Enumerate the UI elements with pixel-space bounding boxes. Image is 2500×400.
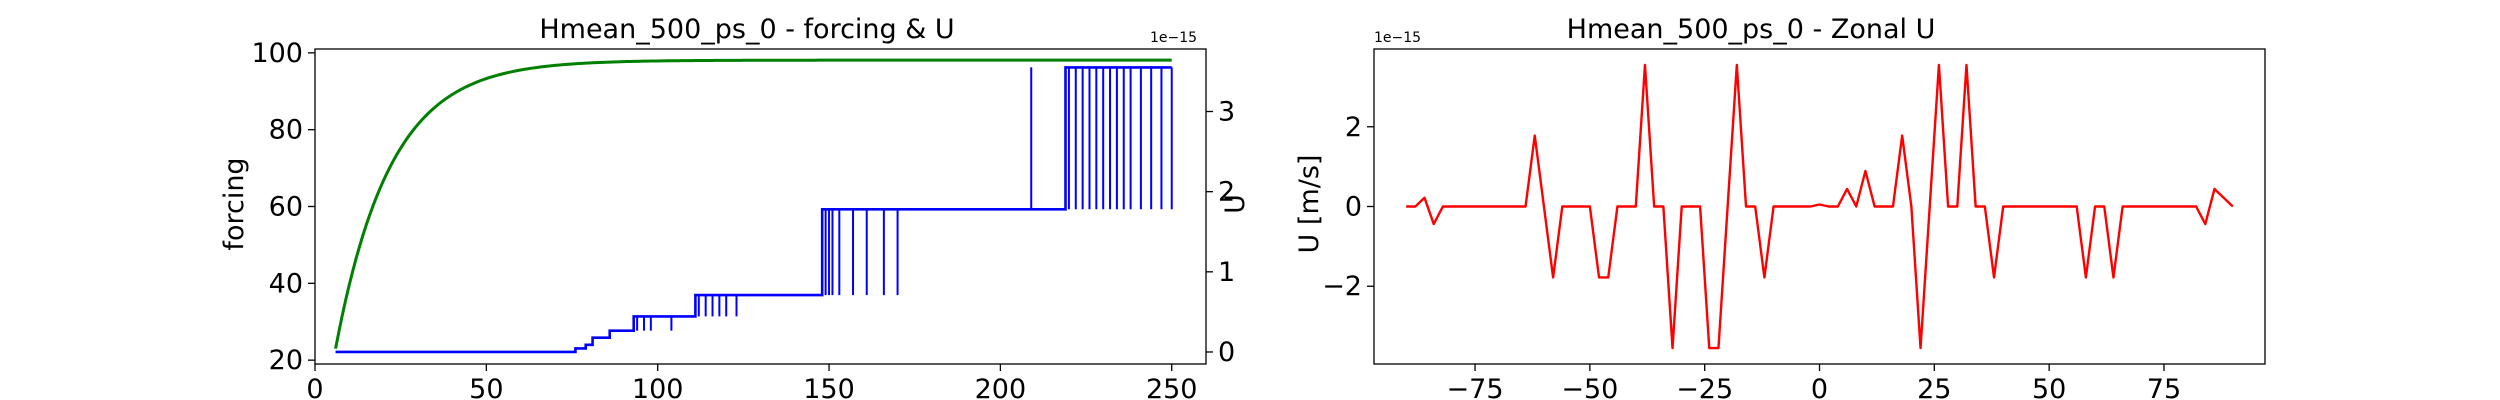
plot-frame [1373,48,2266,365]
x-tick-label: 250 [1146,374,1198,400]
x-tick-label: 150 [803,374,855,400]
x-tick-label: 50 [469,374,503,400]
x-tick-label: 0 [1811,374,1828,400]
y-axis-label: U [m/s] [1294,155,1325,254]
plot-area: −75 −50 −25 0 25 50 75 −2 0 2 [1322,63,2234,400]
chart-title: Hmean_500_ps_0 - Zonal U [1567,14,1936,45]
y-tick-label: 100 [251,38,303,69]
x-tick-label: 0 [306,374,323,400]
x-tick-label: 50 [2032,374,2066,400]
plot-area: 0 50 100 150 200 250 20 40 60 80 100 0 1 2 3 [251,38,1235,400]
y-offset-text: 1e−15 [1374,30,1421,46]
y-tick-label: 2 [1345,112,1362,143]
chart-title: Hmean_500_ps_0 - forcing & U [539,14,954,45]
y-tick-label: 60 [269,192,303,223]
series-forcing-line [334,58,1172,349]
y-tick-label: 40 [269,268,303,299]
x-tick-label: 25 [1917,374,1951,400]
x-tick-label: 100 [632,374,684,400]
x-tick-label: −50 [1561,374,1618,400]
x-tick-label: −75 [1447,374,1504,400]
y2-tick-label: 1 [1218,257,1235,288]
y-tick-label: 0 [1345,192,1362,223]
chart-forcing-and-u: Hmean_500_ps_0 - forcing & U forcing U 1… [219,14,1251,400]
x-tick-label: −25 [1676,374,1733,400]
series-zonal-u-line [1406,63,2234,350]
y2-tick-label: 2 [1218,177,1235,208]
x-tick-label: 200 [975,374,1027,400]
y-tick-label: 20 [269,345,303,376]
y-axis-label-right: U [1220,194,1251,214]
y-axis-label-left: forcing [219,157,250,250]
y-tick-label: 80 [269,115,303,146]
y2-offset-text: 1e−15 [1150,30,1197,46]
y-tick-label: −2 [1322,271,1362,302]
plot-frame [314,48,1207,365]
chart-zonal-u: Hmean_500_ps_0 - Zonal U U [m/s] 1e−15 −… [1294,14,2266,400]
y2-tick-label: 3 [1218,97,1235,128]
y2-tick-label: 0 [1218,337,1235,368]
x-tick-label: 75 [2147,374,2181,400]
series-u-line [335,66,1172,354]
